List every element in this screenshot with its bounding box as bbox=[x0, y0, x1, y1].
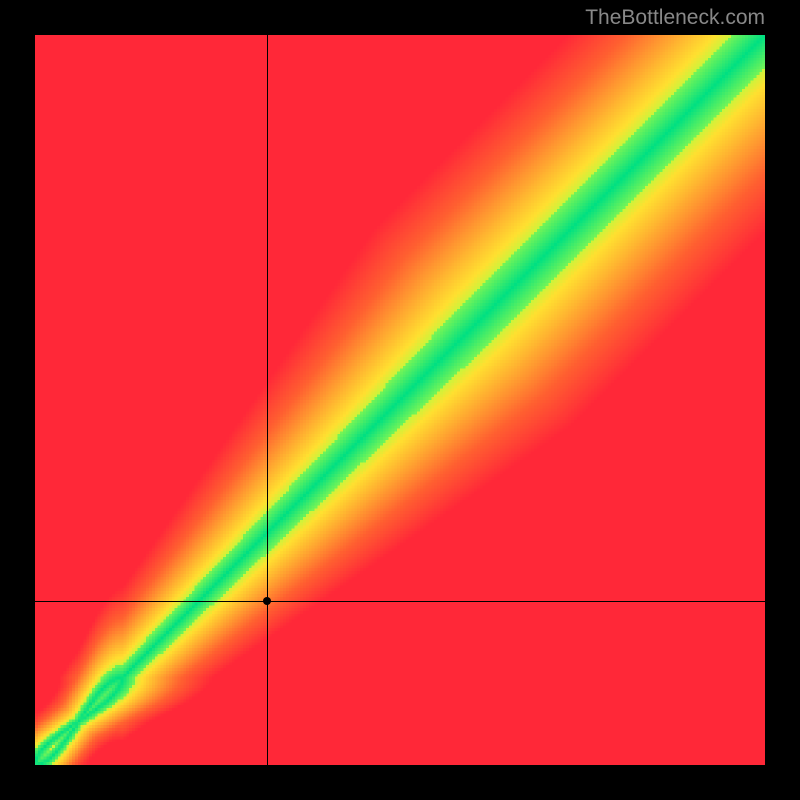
bottleneck-heatmap bbox=[35, 35, 765, 765]
crosshair-horizontal bbox=[35, 601, 765, 602]
attribution-text: TheBottleneck.com bbox=[585, 6, 765, 30]
selected-point-marker bbox=[263, 597, 271, 605]
crosshair-vertical bbox=[267, 35, 268, 765]
heatmap-canvas bbox=[35, 35, 765, 765]
